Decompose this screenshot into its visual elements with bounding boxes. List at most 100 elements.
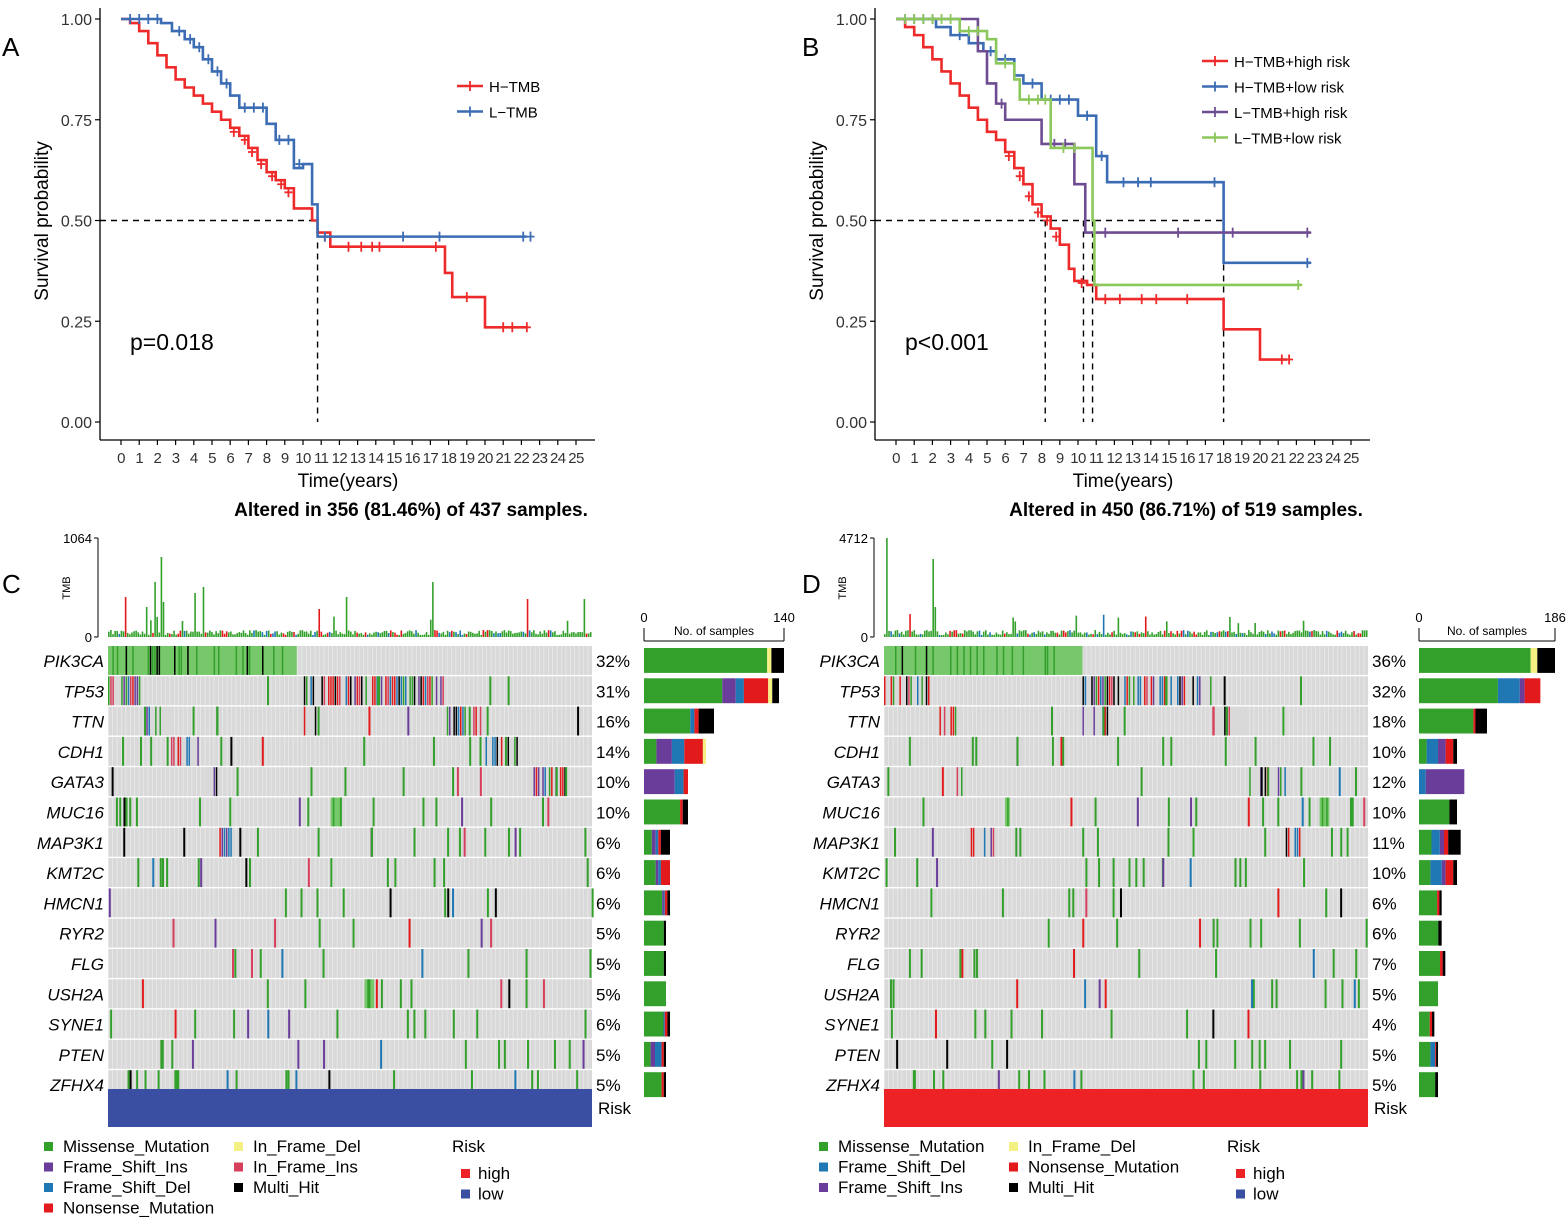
- sample-separator: [323, 979, 325, 1009]
- sample-separator: [1117, 797, 1118, 827]
- sample-separator: [561, 676, 562, 706]
- tmb-bar: [1212, 631, 1214, 637]
- mutation-cell: [1046, 646, 1049, 675]
- sample-separator: [380, 706, 382, 736]
- mutation-cell: [274, 918, 277, 948]
- sample-separator: [1042, 827, 1043, 857]
- sample-separator: [1227, 1009, 1228, 1039]
- sample-separator: [1363, 1039, 1365, 1069]
- mutation-cell: [443, 858, 446, 887]
- sample-separator: [248, 949, 250, 978]
- censor-mark: [1028, 78, 1037, 89]
- sample-separator: [275, 888, 276, 918]
- tmb-bar: [417, 632, 419, 637]
- sample-separator: [932, 1009, 933, 1039]
- tmb-bar: [278, 634, 281, 637]
- sample-separator: [1209, 1009, 1211, 1039]
- sample-separator: [1337, 676, 1338, 706]
- sample-separator: [1200, 706, 1202, 736]
- sample-separator: [1104, 767, 1105, 797]
- sample-separator: [1007, 1009, 1008, 1039]
- sample-separator: [200, 706, 201, 736]
- sample-separator: [446, 767, 448, 797]
- sample-separator: [1033, 949, 1035, 978]
- sample-separator: [1134, 646, 1136, 675]
- mutation-cell: [409, 676, 411, 706]
- sample-separator: [1170, 888, 1171, 918]
- sample-separator: [1016, 797, 1017, 827]
- sample-separator: [508, 1070, 509, 1100]
- sample-separator: [1068, 797, 1070, 827]
- y-tick-label: 0.00: [61, 415, 92, 432]
- sample-separator: [552, 676, 553, 706]
- sample-separator: [314, 949, 316, 978]
- censor-mark: [1134, 177, 1143, 188]
- sample-separator: [372, 949, 373, 978]
- sample-separator: [521, 676, 523, 706]
- sample-separator: [121, 1009, 122, 1039]
- sample-separator: [945, 676, 947, 706]
- sample-separator: [897, 797, 898, 827]
- mutation-cell: [1312, 736, 1315, 766]
- sample-separator: [402, 646, 404, 675]
- mutation-cell: [1341, 979, 1344, 1009]
- sample-separator: [1139, 736, 1140, 766]
- mutation-cell: [1340, 888, 1343, 918]
- sample-separator: [174, 827, 175, 857]
- sample-separator: [332, 646, 333, 675]
- sample-separator: [169, 767, 171, 797]
- sample-separator: [512, 706, 514, 736]
- sample-separator: [253, 1009, 254, 1039]
- sample-separator: [1266, 736, 1268, 766]
- sample-separator: [919, 1070, 920, 1100]
- sample-separator: [1310, 827, 1312, 857]
- sample-separator: [1196, 949, 1197, 978]
- mutation-cell: [1216, 918, 1219, 948]
- sample-separator: [1328, 1039, 1329, 1069]
- sample-separator: [1148, 979, 1149, 1009]
- sample-separator: [420, 706, 421, 736]
- sample-separator: [1007, 736, 1008, 766]
- sample-separator: [897, 1009, 898, 1039]
- sample-separator: [420, 767, 421, 797]
- tmb-bar: [236, 633, 238, 637]
- sample-count-bar: [1429, 1011, 1433, 1037]
- sample-separator: [486, 797, 487, 827]
- sample-separator: [354, 646, 355, 675]
- sample-separator: [1332, 646, 1334, 675]
- sample-separator: [989, 888, 991, 918]
- sample-separator: [270, 797, 272, 827]
- mutation-cell: [447, 888, 450, 918]
- mutation-cell: [564, 767, 566, 797]
- sample-separator: [306, 1070, 307, 1100]
- sample-separator: [1310, 736, 1312, 766]
- sample-separator: [438, 1039, 439, 1069]
- sample-separator: [574, 1009, 575, 1039]
- sample-separator: [244, 767, 245, 797]
- tmb-min-label: 0: [85, 630, 92, 645]
- sample-separator: [932, 858, 933, 887]
- sample-separator: [310, 858, 311, 887]
- sample-separator: [1271, 646, 1272, 675]
- sample-separator: [468, 858, 470, 887]
- sample-separator: [1007, 1070, 1008, 1100]
- sample-separator: [1231, 827, 1233, 857]
- x-tick-label: 14: [368, 450, 384, 467]
- sample-separator: [482, 1070, 483, 1100]
- mutation-cell: [442, 676, 444, 706]
- sample-separator: [1214, 888, 1215, 918]
- sample-separator: [578, 646, 580, 675]
- sample-separator: [1354, 736, 1356, 766]
- mutation-cell: [387, 676, 389, 706]
- mutation-cell: [584, 1009, 587, 1039]
- tmb-bar: [137, 632, 140, 637]
- sample-separator: [1148, 918, 1149, 948]
- sample-separator: [306, 1039, 307, 1069]
- sample-separator: [376, 706, 377, 736]
- risk-legend-title: Risk: [1227, 1137, 1261, 1156]
- sample-separator: [578, 918, 580, 948]
- sample-separator: [323, 1009, 325, 1039]
- mutation-cell: [973, 949, 976, 978]
- mutation-cell: [159, 858, 162, 887]
- sample-separator: [174, 858, 175, 887]
